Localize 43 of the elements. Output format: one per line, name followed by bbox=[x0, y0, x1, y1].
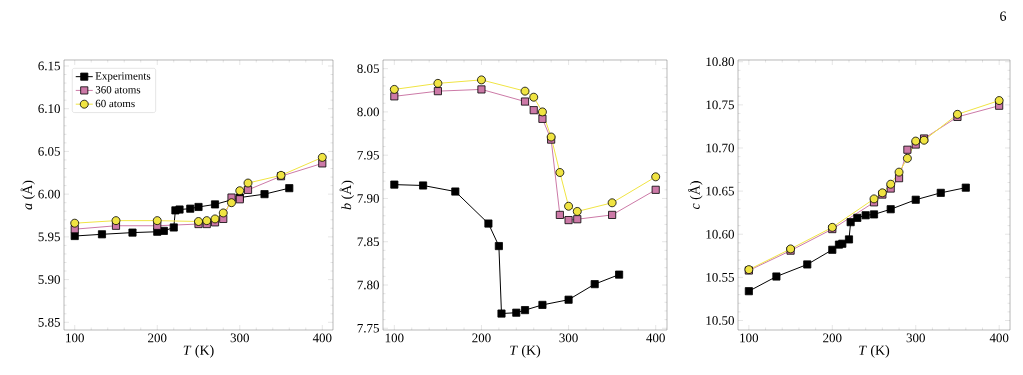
y-tick-label: 5.95 bbox=[38, 232, 60, 242]
y-tick-label: 7.80 bbox=[357, 280, 379, 290]
y-tick-label: 7.85 bbox=[357, 237, 379, 247]
y-tick-label: 7.90 bbox=[357, 194, 379, 203]
x-tick-label: 200 bbox=[148, 333, 167, 343]
x-tick-label: 300 bbox=[230, 333, 249, 343]
x-tick-label: 400 bbox=[989, 333, 1009, 343]
y-tick-label: 6.00 bbox=[38, 189, 60, 199]
legend-label: 60 atoms bbox=[95, 99, 135, 108]
x-axis-title: T (K) bbox=[510, 345, 541, 358]
x-axis-title: T (K) bbox=[183, 345, 214, 358]
y-tick-label: 6.15 bbox=[38, 61, 60, 71]
y-tick-label: 6.05 bbox=[38, 147, 60, 156]
y-tick-label: 8.05 bbox=[357, 64, 379, 74]
y-tick-label: 7.95 bbox=[357, 150, 379, 160]
y-axis-title: c (Å) bbox=[688, 181, 703, 210]
y-tick-label: 10.75 bbox=[706, 100, 734, 110]
y-tick-label: 8.00 bbox=[357, 107, 379, 117]
y-tick-label: 7.75 bbox=[357, 323, 379, 333]
x-tick-label: 300 bbox=[559, 333, 578, 343]
y-tick-label: 10.60 bbox=[706, 229, 734, 239]
y-tick-label: 10.50 bbox=[706, 316, 734, 325]
x-tick-label: 400 bbox=[646, 333, 665, 343]
x-tick-label: 400 bbox=[312, 333, 332, 343]
legend-label: Experiments bbox=[95, 72, 151, 82]
y-tick-label: 6.10 bbox=[38, 104, 60, 114]
y-tick-label: 5.90 bbox=[38, 275, 60, 284]
x-tick-label: 300 bbox=[906, 333, 925, 343]
x-tick-label: 200 bbox=[472, 333, 491, 343]
x-axis-title: T (K) bbox=[859, 345, 890, 358]
y-axis-title: b (Å) bbox=[339, 180, 354, 210]
y-axis-title: a (Å) bbox=[20, 180, 35, 210]
y-tick-label: 10.80 bbox=[706, 57, 734, 67]
x-tick-label: 100 bbox=[385, 333, 404, 343]
y-tick-label: 10.70 bbox=[706, 143, 734, 153]
text: 6 bbox=[1000, 11, 1007, 21]
x-tick-label: 100 bbox=[740, 333, 759, 343]
y-tick-label: 5.85 bbox=[38, 317, 60, 327]
y-tick-label: 10.55 bbox=[706, 272, 734, 282]
y-tick-label: 10.65 bbox=[706, 186, 734, 196]
x-tick-label: 200 bbox=[823, 333, 842, 343]
x-tick-label: 100 bbox=[66, 333, 84, 343]
legend-label: 360 atoms bbox=[95, 86, 141, 94]
